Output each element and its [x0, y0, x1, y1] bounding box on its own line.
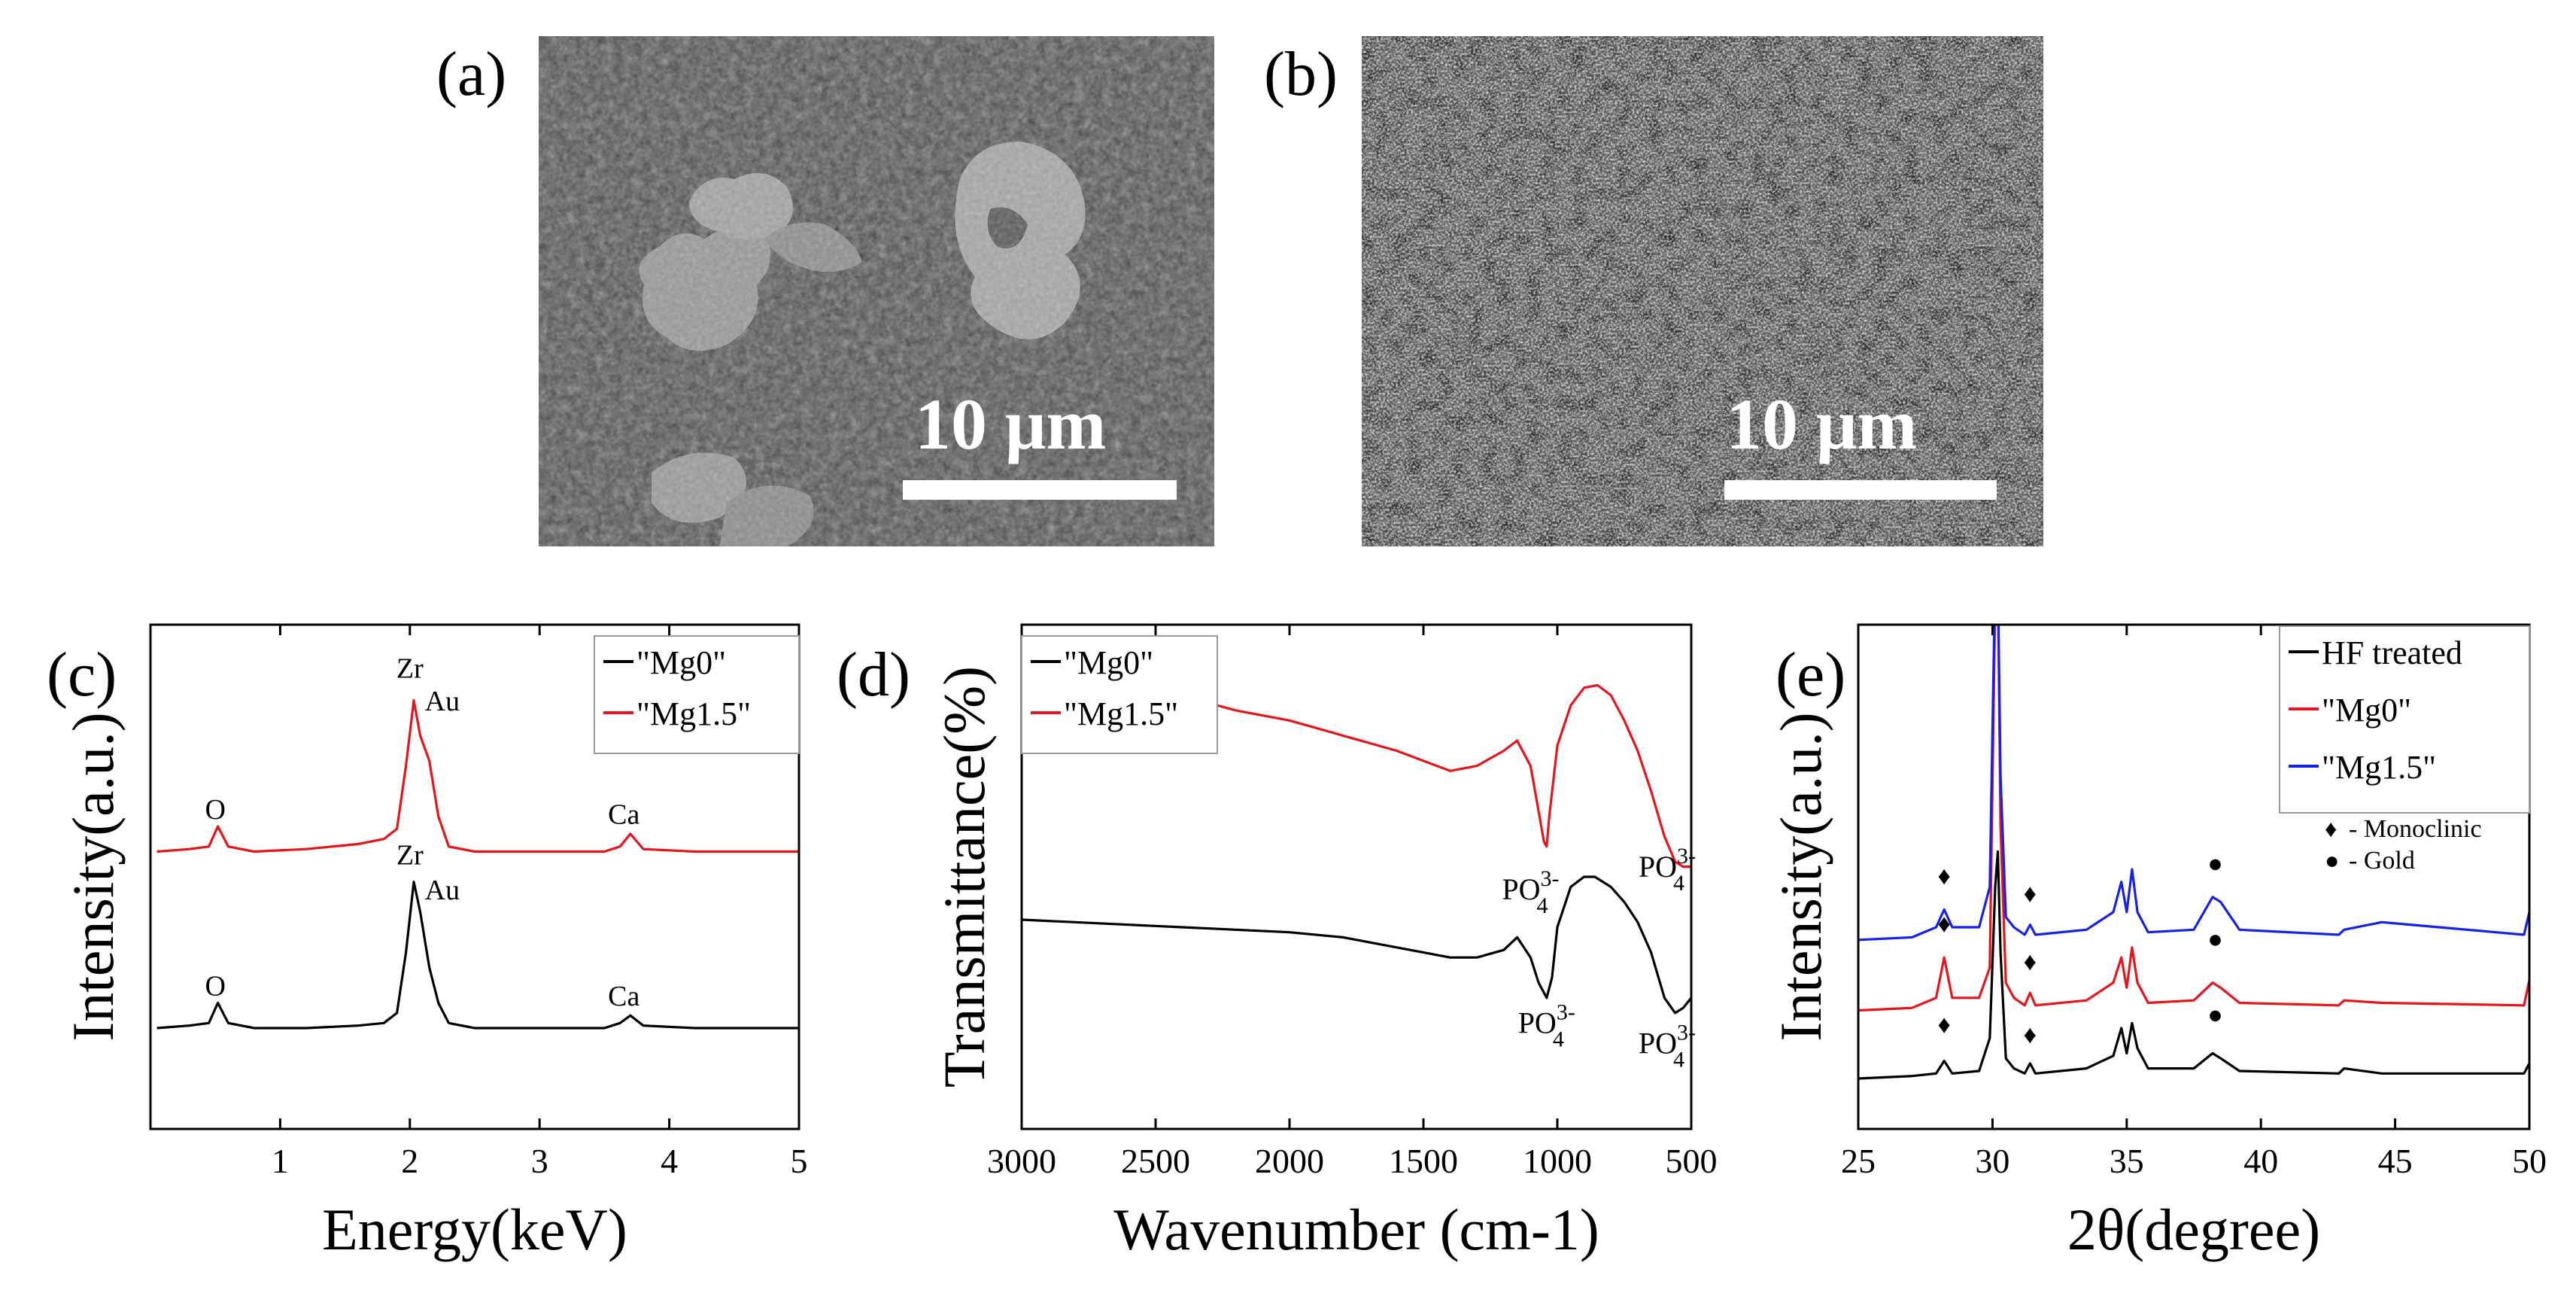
scale-label-b: 10 μm — [1726, 384, 1918, 464]
annotation-c-2: Au — [425, 686, 460, 717]
annotation-c-7: Ca — [608, 981, 639, 1012]
sem-image-a-texture — [539, 36, 1214, 546]
legend-label-d-0: "Mg0" — [1064, 644, 1153, 681]
annotation-c-5: Zr — [396, 839, 424, 871]
y-axis-label-c: Intensity(a.u.) — [60, 712, 126, 1042]
annotation-d-3: PO3- 4 — [1639, 1021, 1696, 1072]
annotation-sup-d-2: 3- — [1557, 1000, 1575, 1025]
x-tick-label-d-5: 500 — [1666, 1142, 1718, 1180]
scale-bar-b — [1724, 480, 1997, 500]
panel-label-a: (a) — [436, 39, 507, 109]
panel-label-c: (c) — [47, 640, 117, 710]
marker-e-0: ♦ — [1937, 863, 1950, 890]
marker-e-2: ● — [2207, 850, 2223, 878]
plot-frame-c — [149, 623, 800, 1130]
x-axis-label-e: 2θ(degree) — [2067, 1197, 2320, 1262]
chart-e: (e) 25 30 35 40 45 50 2θ(degree) Intensity(a.u.)… — [1768, 623, 2547, 1262]
marker-e-3: ♦ — [1937, 911, 1950, 939]
legend-label-e-2: "Mg1.5" — [2322, 749, 2436, 786]
sem-image-a: 10 μm — [539, 36, 1214, 546]
series-line-d-0 — [1022, 875, 1691, 1015]
marker-e-1: ♦ — [2024, 881, 2037, 908]
plot-frame-e — [1857, 623, 2531, 1130]
plot-frame-d — [1020, 623, 1693, 1130]
x-tick-label-e-1: 30 — [1975, 1142, 2009, 1180]
legend-box-e — [2279, 625, 2530, 814]
x-tick-label-d-2: 2000 — [1255, 1142, 1324, 1180]
legend-extra-label-e-0: - Monoclinic — [2349, 815, 2482, 843]
x-axis-label-d: Wavenumber (cm-1) — [1113, 1197, 1599, 1262]
legend-label-c-1: "Mg1.5" — [636, 695, 751, 732]
y-axis-label-d: Transmittance(%) — [931, 666, 997, 1088]
annotation-c-1: Zr — [396, 653, 424, 684]
chart-d: (d) 3000 2500 2000 1500 1000 500 Wavenumber (cm… — [837, 623, 1718, 1262]
annotation-sub-d-0: 4 — [1536, 893, 1548, 918]
x-tick-label-e-2: 35 — [2110, 1142, 2144, 1180]
legend-extra-label-e-1: - Gold — [2349, 847, 2415, 875]
marker-e-5: ● — [2207, 926, 2223, 954]
scale-label-a: 10 μm — [915, 384, 1107, 464]
marker-e-8: ● — [2207, 1001, 2223, 1029]
series-line-e-1 — [1858, 625, 2529, 1012]
x-tick-label-c-2: 3 — [531, 1142, 548, 1180]
annotation-c-0: O — [205, 794, 225, 826]
legend-box-d — [1021, 635, 1218, 754]
legend-label-c-0: "Mg0" — [636, 644, 726, 681]
legend-extra-symbol-e-0: ♦ — [2325, 815, 2337, 842]
annotation-base-d-0: PO — [1502, 872, 1540, 906]
x-tick-label-c-0: 1 — [272, 1142, 289, 1180]
legend-box-c — [594, 635, 800, 754]
annotation-d-2: PO3-4 — [1518, 1000, 1575, 1052]
annotation-sub-d-1: 4 — [1673, 871, 1684, 896]
marker-e-4: ♦ — [2024, 948, 2037, 976]
x-axis-label-c: Energy(keV) — [322, 1197, 627, 1262]
x-tick-label-d-3: 1500 — [1389, 1142, 1458, 1180]
x-tick-label-c-4: 5 — [791, 1142, 808, 1180]
x-tick-label-e-3: 40 — [2243, 1142, 2278, 1180]
x-tick-label-d-4: 1000 — [1523, 1142, 1592, 1180]
legend-label-e-0: HF treated — [2322, 634, 2462, 671]
series-line-e-0 — [1858, 850, 2529, 1080]
marker-e-7: ♦ — [2024, 1021, 2037, 1049]
legend-label-d-1: "Mg1.5" — [1064, 695, 1178, 732]
annotation-sub-d-3: 4 — [1673, 1048, 1684, 1072]
annotation-sup-d-3: 3- — [1677, 1021, 1696, 1045]
annotation-c-6: Au — [425, 875, 460, 906]
annotation-c-4: O — [205, 970, 225, 1002]
x-tick-label-e-0: 25 — [1841, 1142, 1876, 1180]
annotation-sup-d-0: 3- — [1540, 866, 1559, 891]
x-tick-label-c-3: 4 — [661, 1142, 678, 1180]
x-tick-label-c-1: 2 — [401, 1142, 418, 1180]
panel-label-b: (b) — [1264, 39, 1338, 109]
annotation-c-3: Ca — [608, 799, 639, 831]
annotation-d-0: PO3-4 — [1502, 866, 1559, 918]
x-tick-label-d-1: 2500 — [1121, 1142, 1190, 1180]
panel-label-d: (d) — [837, 640, 910, 710]
annotation-sup-d-1: 3- — [1677, 844, 1696, 869]
annotation-base-d-1: PO — [1639, 850, 1677, 884]
annotation-sub-d-2: 4 — [1553, 1027, 1564, 1052]
sem-image-b-texture — [1362, 36, 2043, 546]
y-axis-label-e: Intensity(a.u.) — [1768, 712, 1833, 1042]
annotation-base-d-3: PO — [1639, 1027, 1677, 1060]
annotation-d-1: PO3-4 — [1639, 844, 1696, 896]
series-line-c-1 — [156, 698, 799, 853]
sem-image-b: 10 μm — [1362, 36, 2043, 546]
scale-bar-a — [903, 480, 1177, 500]
x-tick-label-e-5: 50 — [2512, 1142, 2547, 1180]
x-tick-label-d-0: 3000 — [987, 1142, 1056, 1180]
marker-e-6: ♦ — [1937, 1012, 1950, 1039]
legend-extra-symbol-e-1: ● — [2325, 847, 2339, 874]
panel-label-e: (e) — [1776, 640, 1845, 710]
legend-label-e-1: "Mg0" — [2322, 692, 2411, 729]
series-line-e-2 — [1858, 625, 2529, 942]
series-line-c-0 — [156, 881, 799, 1030]
annotation-base-d-2: PO — [1518, 1006, 1557, 1040]
x-tick-label-e-4: 45 — [2378, 1142, 2413, 1180]
